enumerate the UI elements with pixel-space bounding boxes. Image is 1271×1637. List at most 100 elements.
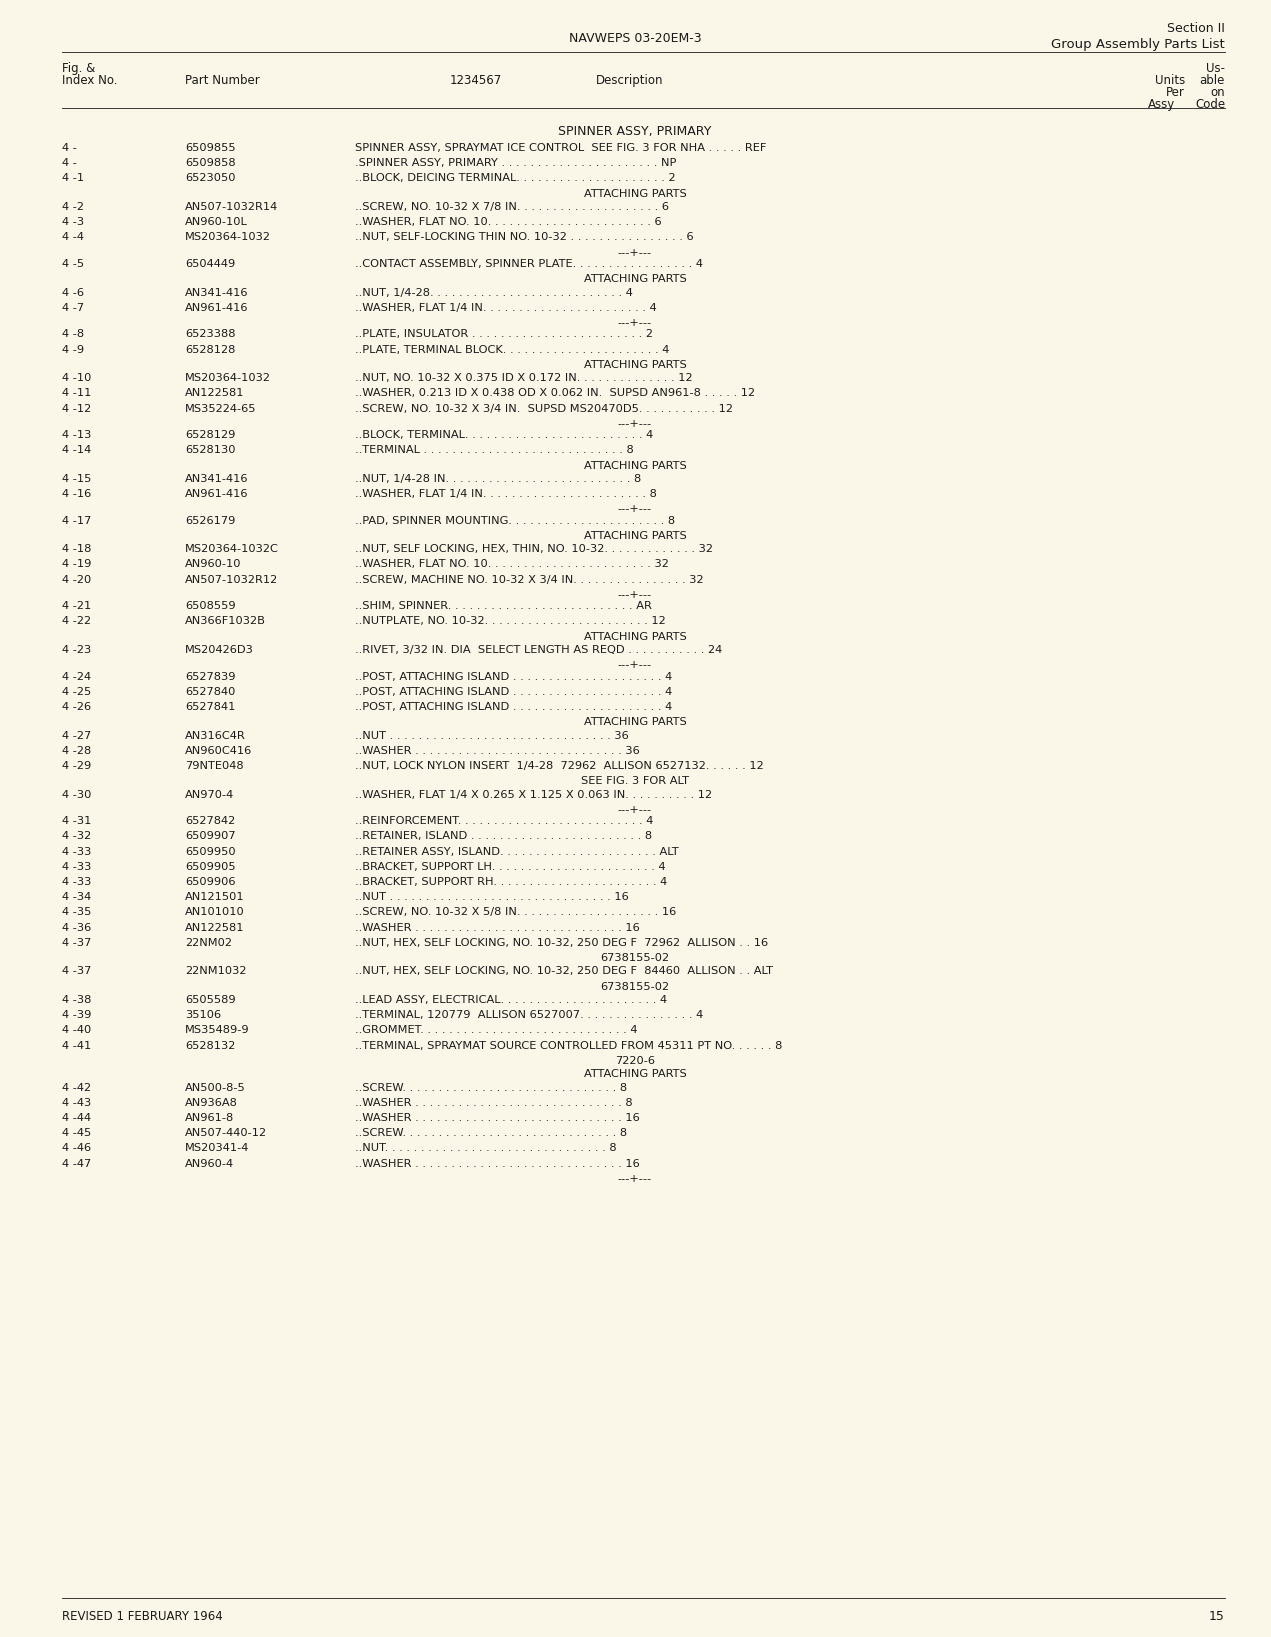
Text: ..POST, ATTACHING ISLAND . . . . . . . . . . . . . . . . . . . . . 4: ..POST, ATTACHING ISLAND . . . . . . . .… <box>355 688 672 697</box>
Text: 4 -37: 4 -37 <box>62 938 92 948</box>
Text: 6509906: 6509906 <box>186 877 235 887</box>
Text: ..NUT . . . . . . . . . . . . . . . . . . . . . . . . . . . . . . . 16: ..NUT . . . . . . . . . . . . . . . . . … <box>355 892 629 902</box>
Text: AN122581: AN122581 <box>186 388 244 398</box>
Text: 6528129: 6528129 <box>186 431 235 440</box>
Text: ..SCREW, NO. 10-32 X 3/4 IN.  SUPSD MS20470D5. . . . . . . . . . . 12: ..SCREW, NO. 10-32 X 3/4 IN. SUPSD MS204… <box>355 404 733 414</box>
Text: 4 -33: 4 -33 <box>62 861 92 873</box>
Text: ..WASHER . . . . . . . . . . . . . . . . . . . . . . . . . . . . . 8: ..WASHER . . . . . . . . . . . . . . . .… <box>355 1098 633 1108</box>
Text: ..WASHER, FLAT 1/4 IN. . . . . . . . . . . . . . . . . . . . . . . 4: ..WASHER, FLAT 1/4 IN. . . . . . . . . .… <box>355 303 657 313</box>
Text: ..WASHER, 0.213 ID X 0.438 OD X 0.062 IN.  SUPSD AN961-8 . . . . . 12: ..WASHER, 0.213 ID X 0.438 OD X 0.062 IN… <box>355 388 755 398</box>
Text: ATTACHING PARTS: ATTACHING PARTS <box>583 1069 686 1079</box>
Text: 4 -19: 4 -19 <box>62 560 92 570</box>
Text: 4 -45: 4 -45 <box>62 1128 92 1138</box>
Text: 4 -29: 4 -29 <box>62 761 92 771</box>
Text: 4 -10: 4 -10 <box>62 373 92 383</box>
Text: AN341-416: AN341-416 <box>186 288 249 298</box>
Text: ---+---: ---+--- <box>618 660 652 670</box>
Text: 6508559: 6508559 <box>186 601 235 611</box>
Text: Index No.: Index No. <box>62 74 117 87</box>
Text: 4 -26: 4 -26 <box>62 702 92 712</box>
Text: Units: Units <box>1155 74 1185 87</box>
Text: 6509907: 6509907 <box>186 832 235 841</box>
Text: on: on <box>1210 87 1225 98</box>
Text: 4 -22: 4 -22 <box>62 617 92 627</box>
Text: 4 -20: 4 -20 <box>62 575 92 584</box>
Text: ---+---: ---+--- <box>618 589 652 599</box>
Text: ..BRACKET, SUPPORT RH. . . . . . . . . . . . . . . . . . . . . . . 4: ..BRACKET, SUPPORT RH. . . . . . . . . .… <box>355 877 667 887</box>
Text: REVISED 1 FEBRUARY 1964: REVISED 1 FEBRUARY 1964 <box>62 1611 222 1622</box>
Text: 4 -44: 4 -44 <box>62 1113 92 1123</box>
Text: ..SCREW. . . . . . . . . . . . . . . . . . . . . . . . . . . . . . 8: ..SCREW. . . . . . . . . . . . . . . . .… <box>355 1082 627 1092</box>
Text: 15: 15 <box>1209 1611 1225 1622</box>
Text: MS20364-1032: MS20364-1032 <box>186 232 271 242</box>
Text: AN316C4R: AN316C4R <box>186 730 245 740</box>
Text: Description: Description <box>596 74 663 87</box>
Text: 4 -27: 4 -27 <box>62 730 92 740</box>
Text: ---+---: ---+--- <box>618 805 652 815</box>
Text: 4 -18: 4 -18 <box>62 543 92 555</box>
Text: ..WASHER . . . . . . . . . . . . . . . . . . . . . . . . . . . . . 36: ..WASHER . . . . . . . . . . . . . . . .… <box>355 746 639 756</box>
Text: ..SCREW, NO. 10-32 X 7/8 IN. . . . . . . . . . . . . . . . . . . . 6: ..SCREW, NO. 10-32 X 7/8 IN. . . . . . .… <box>355 201 669 211</box>
Text: MS20364-1032: MS20364-1032 <box>186 373 271 383</box>
Text: AN936A8: AN936A8 <box>186 1098 238 1108</box>
Text: 4 -34: 4 -34 <box>62 892 92 902</box>
Text: 4 -16: 4 -16 <box>62 489 92 499</box>
Text: MS20364-1032C: MS20364-1032C <box>186 543 278 555</box>
Text: Us-: Us- <box>1206 62 1225 75</box>
Text: AN960-10L: AN960-10L <box>186 218 248 228</box>
Text: 6738155-02: 6738155-02 <box>600 982 670 992</box>
Text: 4 -33: 4 -33 <box>62 846 92 856</box>
Text: 6738155-02: 6738155-02 <box>600 953 670 963</box>
Text: Code: Code <box>1195 98 1225 111</box>
Text: ..SCREW. . . . . . . . . . . . . . . . . . . . . . . . . . . . . . 8: ..SCREW. . . . . . . . . . . . . . . . .… <box>355 1128 627 1138</box>
Text: ..NUT. . . . . . . . . . . . . . . . . . . . . . . . . . . . . . . 8: ..NUT. . . . . . . . . . . . . . . . . .… <box>355 1143 616 1154</box>
Text: ..POST, ATTACHING ISLAND . . . . . . . . . . . . . . . . . . . . . 4: ..POST, ATTACHING ISLAND . . . . . . . .… <box>355 702 672 712</box>
Text: 6527841: 6527841 <box>186 702 235 712</box>
Text: 35106: 35106 <box>186 1010 221 1020</box>
Text: 6528130: 6528130 <box>186 445 235 455</box>
Text: AN507-440-12: AN507-440-12 <box>186 1128 267 1138</box>
Text: 4 -38: 4 -38 <box>62 995 92 1005</box>
Text: ---+---: ---+--- <box>618 318 652 327</box>
Text: 4 -41: 4 -41 <box>62 1041 92 1051</box>
Text: MS35224-65: MS35224-65 <box>186 404 257 414</box>
Text: 4 -5: 4 -5 <box>62 259 84 268</box>
Text: ATTACHING PARTS: ATTACHING PARTS <box>583 360 686 370</box>
Text: ..WASHER, FLAT 1/4 X 0.265 X 1.125 X 0.063 IN. . . . . . . . . . 12: ..WASHER, FLAT 1/4 X 0.265 X 1.125 X 0.0… <box>355 789 712 799</box>
Text: AN341-416: AN341-416 <box>186 473 249 485</box>
Text: 4 -30: 4 -30 <box>62 789 92 799</box>
Text: 4 -46: 4 -46 <box>62 1143 92 1154</box>
Text: 6509950: 6509950 <box>186 846 235 856</box>
Text: AN500-8-5: AN500-8-5 <box>186 1082 245 1092</box>
Text: 6509905: 6509905 <box>186 861 235 873</box>
Text: SEE FIG. 3 FOR ALT: SEE FIG. 3 FOR ALT <box>581 776 689 786</box>
Text: ..SCREW, NO. 10-32 X 5/8 IN. . . . . . . . . . . . . . . . . . . . 16: ..SCREW, NO. 10-32 X 5/8 IN. . . . . . .… <box>355 907 676 917</box>
Text: 4 -7: 4 -7 <box>62 303 84 313</box>
Text: ..NUT, HEX, SELF LOCKING, NO. 10-32, 250 DEG F  72962  ALLISON . . 16: ..NUT, HEX, SELF LOCKING, NO. 10-32, 250… <box>355 938 768 948</box>
Text: AN960-10: AN960-10 <box>186 560 241 570</box>
Text: AN970-4: AN970-4 <box>186 789 234 799</box>
Text: 79NTE048: 79NTE048 <box>186 761 244 771</box>
Text: ---+---: ---+--- <box>618 504 652 514</box>
Text: 4 -12: 4 -12 <box>62 404 92 414</box>
Text: ..RETAINER ASSY, ISLAND. . . . . . . . . . . . . . . . . . . . . . ALT: ..RETAINER ASSY, ISLAND. . . . . . . . .… <box>355 846 679 856</box>
Text: ..WASHER, FLAT 1/4 IN. . . . . . . . . . . . . . . . . . . . . . . 8: ..WASHER, FLAT 1/4 IN. . . . . . . . . .… <box>355 489 657 499</box>
Text: 4 -24: 4 -24 <box>62 671 92 681</box>
Text: Section II: Section II <box>1167 21 1225 34</box>
Text: 4 -28: 4 -28 <box>62 746 92 756</box>
Text: 4 -: 4 - <box>62 142 76 152</box>
Text: 4 -8: 4 -8 <box>62 329 84 339</box>
Text: ATTACHING PARTS: ATTACHING PARTS <box>583 632 686 642</box>
Text: ATTACHING PARTS: ATTACHING PARTS <box>583 460 686 470</box>
Text: ..WASHER . . . . . . . . . . . . . . . . . . . . . . . . . . . . . 16: ..WASHER . . . . . . . . . . . . . . . .… <box>355 1159 639 1169</box>
Text: ..NUT, SELF LOCKING, HEX, THIN, NO. 10-32. . . . . . . . . . . . . 32: ..NUT, SELF LOCKING, HEX, THIN, NO. 10-3… <box>355 543 713 555</box>
Text: 4 -13: 4 -13 <box>62 431 92 440</box>
Text: 22NM1032: 22NM1032 <box>186 966 247 976</box>
Text: AN961-8: AN961-8 <box>186 1113 234 1123</box>
Text: 6528132: 6528132 <box>186 1041 235 1051</box>
Text: AN961-416: AN961-416 <box>186 303 249 313</box>
Text: ..NUTPLATE, NO. 10-32. . . . . . . . . . . . . . . . . . . . . . . 12: ..NUTPLATE, NO. 10-32. . . . . . . . . .… <box>355 617 666 627</box>
Text: ..SCREW, MACHINE NO. 10-32 X 3/4 IN. . . . . . . . . . . . . . . . 32: ..SCREW, MACHINE NO. 10-32 X 3/4 IN. . .… <box>355 575 704 584</box>
Text: 4 -2: 4 -2 <box>62 201 84 211</box>
Text: AN507-1032R14: AN507-1032R14 <box>186 201 278 211</box>
